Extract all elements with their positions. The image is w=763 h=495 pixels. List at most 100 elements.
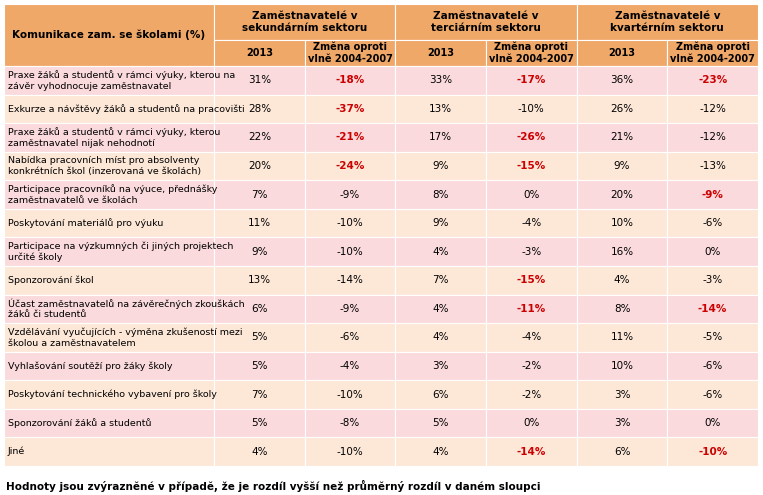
Bar bbox=[577, 352, 668, 380]
Text: 7%: 7% bbox=[251, 390, 268, 399]
Text: -3%: -3% bbox=[521, 247, 542, 257]
Text: -6%: -6% bbox=[703, 218, 723, 228]
Text: -26%: -26% bbox=[517, 133, 546, 143]
Bar bbox=[486, 238, 577, 266]
Text: -9%: -9% bbox=[702, 190, 723, 199]
Bar bbox=[304, 180, 395, 209]
Bar bbox=[214, 238, 304, 266]
Text: -18%: -18% bbox=[336, 75, 365, 85]
Text: -5%: -5% bbox=[703, 333, 723, 343]
Bar bbox=[668, 66, 758, 95]
Text: -4%: -4% bbox=[521, 333, 542, 343]
Text: Nabídka pracovních míst pro absolventy
konkrétních škol (inzerovaná ve školách): Nabídka pracovních míst pro absolventy k… bbox=[8, 156, 201, 176]
Bar bbox=[395, 95, 486, 123]
Text: 4%: 4% bbox=[433, 304, 449, 314]
Bar bbox=[304, 209, 395, 238]
Bar bbox=[577, 266, 668, 295]
Text: Exkurze a návštěvy žáků a studentů na pracovišti: Exkurze a návštěvy žáků a studentů na pr… bbox=[8, 104, 245, 114]
Bar bbox=[486, 66, 577, 95]
Text: 7%: 7% bbox=[433, 275, 449, 285]
Text: -2%: -2% bbox=[521, 361, 542, 371]
Bar bbox=[304, 238, 395, 266]
Bar bbox=[4, 380, 214, 409]
Bar bbox=[486, 95, 577, 123]
Bar bbox=[4, 151, 214, 180]
Text: -12%: -12% bbox=[699, 104, 726, 114]
Text: -6%: -6% bbox=[703, 390, 723, 399]
Text: 11%: 11% bbox=[610, 333, 633, 343]
Text: 3%: 3% bbox=[613, 390, 630, 399]
Text: -6%: -6% bbox=[340, 333, 360, 343]
Bar bbox=[395, 409, 486, 438]
Bar bbox=[577, 409, 668, 438]
Bar bbox=[214, 295, 304, 323]
Bar bbox=[668, 151, 758, 180]
Bar bbox=[577, 95, 668, 123]
Text: 6%: 6% bbox=[433, 390, 449, 399]
Bar bbox=[214, 352, 304, 380]
Text: 21%: 21% bbox=[610, 133, 633, 143]
Text: Jiné: Jiné bbox=[8, 447, 25, 456]
Bar bbox=[395, 323, 486, 352]
Text: 20%: 20% bbox=[610, 190, 633, 199]
Text: Účast zaměstnavatelů na závěrečných zkouškách
žáků či studentů: Účast zaměstnavatelů na závěrečných zkou… bbox=[8, 298, 245, 319]
Bar bbox=[304, 40, 395, 66]
Bar bbox=[486, 409, 577, 438]
Bar bbox=[395, 4, 577, 40]
Bar bbox=[395, 209, 486, 238]
Text: Praxe žáků a studentů v rámci výuky, kterou
zaměstnavatel nijak nehodnotí: Praxe žáků a studentů v rámci výuky, kte… bbox=[8, 127, 221, 148]
Text: 20%: 20% bbox=[248, 161, 271, 171]
Bar bbox=[304, 409, 395, 438]
Text: 28%: 28% bbox=[248, 104, 271, 114]
Bar bbox=[304, 123, 395, 151]
Text: 0%: 0% bbox=[704, 247, 721, 257]
Text: -8%: -8% bbox=[340, 418, 360, 428]
Text: -10%: -10% bbox=[336, 218, 363, 228]
Bar bbox=[577, 238, 668, 266]
Bar bbox=[395, 180, 486, 209]
Bar bbox=[668, 409, 758, 438]
Text: -24%: -24% bbox=[335, 161, 365, 171]
Bar bbox=[486, 323, 577, 352]
Text: Zaměstnavatelé v
kvartérním sektoru: Zaměstnavatelé v kvartérním sektoru bbox=[610, 11, 724, 33]
Bar bbox=[577, 151, 668, 180]
Bar bbox=[486, 151, 577, 180]
Bar bbox=[395, 438, 486, 466]
Text: -37%: -37% bbox=[335, 104, 365, 114]
Bar bbox=[577, 295, 668, 323]
Text: 8%: 8% bbox=[613, 304, 630, 314]
Bar bbox=[395, 295, 486, 323]
Bar bbox=[304, 151, 395, 180]
Text: 5%: 5% bbox=[251, 333, 268, 343]
Text: -14%: -14% bbox=[336, 275, 363, 285]
Text: 31%: 31% bbox=[248, 75, 271, 85]
Text: -23%: -23% bbox=[698, 75, 727, 85]
Bar bbox=[214, 4, 395, 40]
Bar bbox=[395, 151, 486, 180]
Text: -17%: -17% bbox=[517, 75, 546, 85]
Text: Hodnoty jsou zvýrazněné v případě, že je rozdíl vyšší než průměrný rozdíl v dané: Hodnoty jsou zvýrazněné v případě, že je… bbox=[6, 480, 540, 492]
Bar bbox=[214, 266, 304, 295]
Bar bbox=[4, 4, 214, 66]
Text: 11%: 11% bbox=[248, 218, 271, 228]
Text: 2013: 2013 bbox=[246, 48, 273, 58]
Text: 33%: 33% bbox=[429, 75, 452, 85]
Text: Sponzorování žáků a studentů: Sponzorování žáků a studentů bbox=[8, 418, 152, 428]
Text: -9%: -9% bbox=[340, 190, 360, 199]
Text: Změna oproti
vlně 2004-2007: Změna oproti vlně 2004-2007 bbox=[489, 42, 574, 64]
Bar bbox=[395, 352, 486, 380]
Text: 2013: 2013 bbox=[427, 48, 454, 58]
Bar bbox=[486, 209, 577, 238]
Bar bbox=[577, 380, 668, 409]
Text: 13%: 13% bbox=[429, 104, 452, 114]
Bar bbox=[214, 209, 304, 238]
Text: 4%: 4% bbox=[433, 247, 449, 257]
Bar bbox=[4, 95, 214, 123]
Bar bbox=[668, 323, 758, 352]
Text: Změna oproti
vlně 2004-2007: Změna oproti vlně 2004-2007 bbox=[670, 42, 755, 64]
Bar bbox=[486, 40, 577, 66]
Bar bbox=[577, 40, 668, 66]
Bar bbox=[214, 151, 304, 180]
Text: -6%: -6% bbox=[703, 361, 723, 371]
Bar bbox=[577, 66, 668, 95]
